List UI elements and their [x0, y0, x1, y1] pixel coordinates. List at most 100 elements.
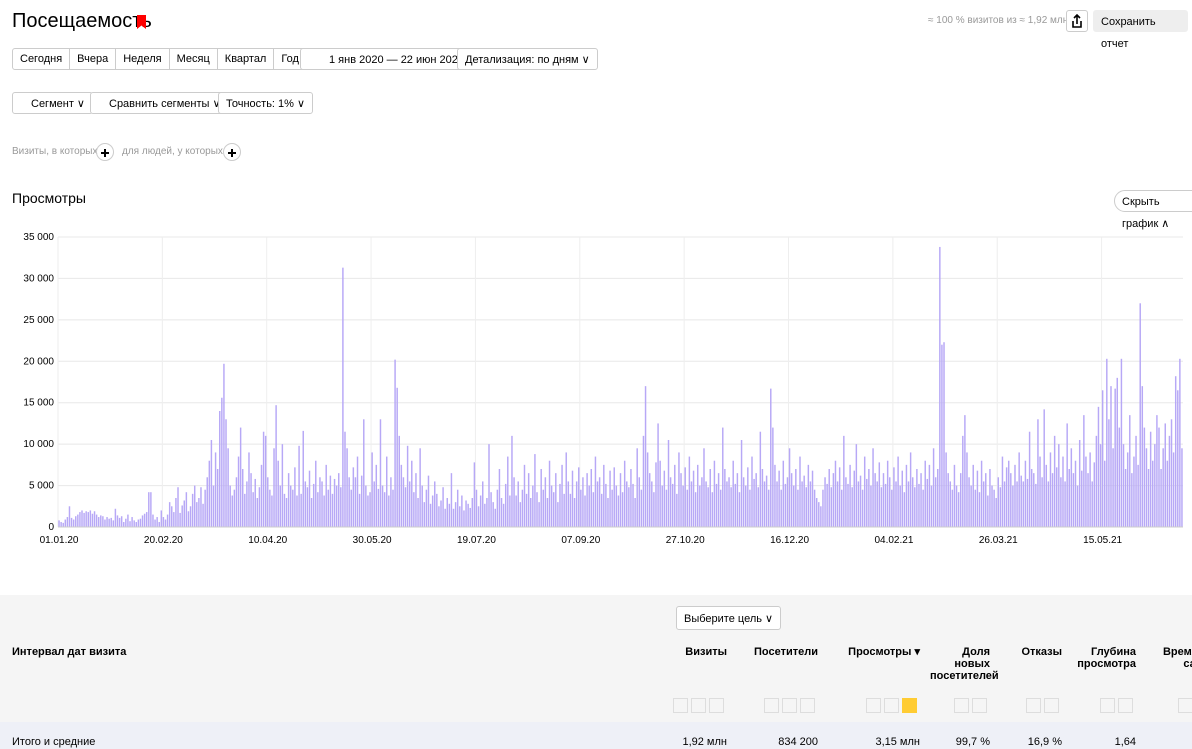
date-range-button[interactable]: 1 янв 2020 — 22 июн 2021 [300, 48, 472, 70]
bar [669, 477, 672, 527]
period-button[interactable]: Месяц [170, 49, 218, 69]
bar [774, 464, 776, 527]
bar [417, 498, 419, 527]
bar [436, 493, 438, 527]
bar [557, 502, 559, 527]
bar [219, 411, 221, 527]
column-header: Отказы [1021, 646, 1062, 658]
bar [970, 485, 972, 527]
bar [383, 492, 386, 527]
bar [335, 485, 338, 527]
bar [402, 477, 405, 527]
bar [177, 487, 179, 527]
segment-button[interactable]: Сегмент ∨ [12, 92, 93, 114]
bar [972, 464, 974, 527]
bar [114, 508, 117, 527]
bookmark-icon[interactable] [137, 15, 146, 29]
bar [244, 493, 246, 527]
bar [793, 485, 795, 527]
bar [296, 495, 298, 527]
column-header: Посетители [754, 646, 818, 658]
bar [955, 485, 958, 527]
bar [749, 489, 751, 527]
bar [863, 456, 866, 527]
column-control [764, 698, 779, 713]
add-people-condition[interactable] [223, 143, 241, 161]
bar [703, 448, 705, 527]
bar [609, 470, 611, 527]
bar [160, 510, 163, 527]
bar [434, 481, 436, 527]
bar [1028, 431, 1031, 527]
save-button[interactable]: Сохранить отчет [1093, 10, 1188, 50]
bar [133, 520, 135, 527]
bar [396, 387, 398, 527]
bar [782, 460, 785, 527]
period-button[interactable]: Год [281, 53, 299, 65]
hide-chart-button[interactable]: Скрыть график ∧ [1114, 190, 1192, 230]
bar [523, 464, 526, 527]
bar [325, 464, 327, 527]
bar [488, 444, 490, 527]
bar [905, 464, 908, 527]
bar [204, 489, 206, 527]
bar [352, 467, 355, 527]
bar [755, 473, 757, 527]
accuracy-button[interactable]: Точность: 1% ∨ [218, 92, 314, 114]
bar [832, 473, 835, 527]
bar [477, 506, 480, 527]
bar [784, 483, 787, 527]
bar [987, 495, 989, 527]
bar [72, 519, 75, 527]
bar [878, 462, 881, 527]
bar [1181, 448, 1183, 527]
bar [123, 522, 125, 527]
bar [989, 469, 991, 527]
bar [663, 470, 666, 527]
bar [682, 485, 684, 527]
bar [676, 493, 678, 527]
bar [951, 489, 954, 527]
bar [847, 483, 849, 527]
bar [949, 481, 952, 527]
export-button[interactable] [1066, 10, 1088, 32]
bar [193, 485, 196, 527]
goal-button[interactable]: Выберите цель ∨ [676, 606, 782, 630]
bar [70, 517, 73, 527]
bar [515, 495, 517, 527]
bar [978, 492, 981, 527]
bar [736, 473, 739, 527]
bar [486, 498, 488, 527]
chart: 0 5 000 10 000 15 000 20 000 25 000 30 000 35 0… [23, 232, 1183, 546]
bar [415, 473, 417, 527]
bar [1083, 415, 1085, 527]
bar [630, 469, 632, 527]
period-button[interactable]: Сегодня [13, 49, 71, 69]
bar [974, 489, 977, 527]
bar [494, 508, 496, 527]
bar [413, 492, 415, 527]
column-control [1026, 698, 1041, 713]
bar [269, 489, 271, 527]
bar [991, 485, 993, 527]
bar [696, 464, 699, 527]
bar [621, 492, 624, 527]
bar [699, 485, 701, 527]
column-control [800, 698, 815, 713]
period-button[interactable]: Вчера [70, 49, 117, 69]
bar [248, 452, 250, 527]
bar [1010, 473, 1012, 527]
column-control [1100, 698, 1115, 713]
period-button[interactable]: Квартал [218, 49, 275, 69]
bar [179, 512, 181, 527]
bar [1022, 481, 1025, 527]
x-tick-label: 30.05.20 [353, 535, 392, 546]
period-button[interactable]: Неделя [116, 49, 170, 69]
bar [181, 505, 183, 527]
bar [926, 478, 929, 527]
compare-button[interactable]: Сравнить сегменты ∨ [90, 92, 229, 114]
detail-button[interactable]: Детализация: по дням ∨ [457, 48, 598, 70]
add-visit-condition[interactable] [96, 143, 114, 161]
bar [943, 342, 945, 527]
bar [1145, 448, 1148, 527]
